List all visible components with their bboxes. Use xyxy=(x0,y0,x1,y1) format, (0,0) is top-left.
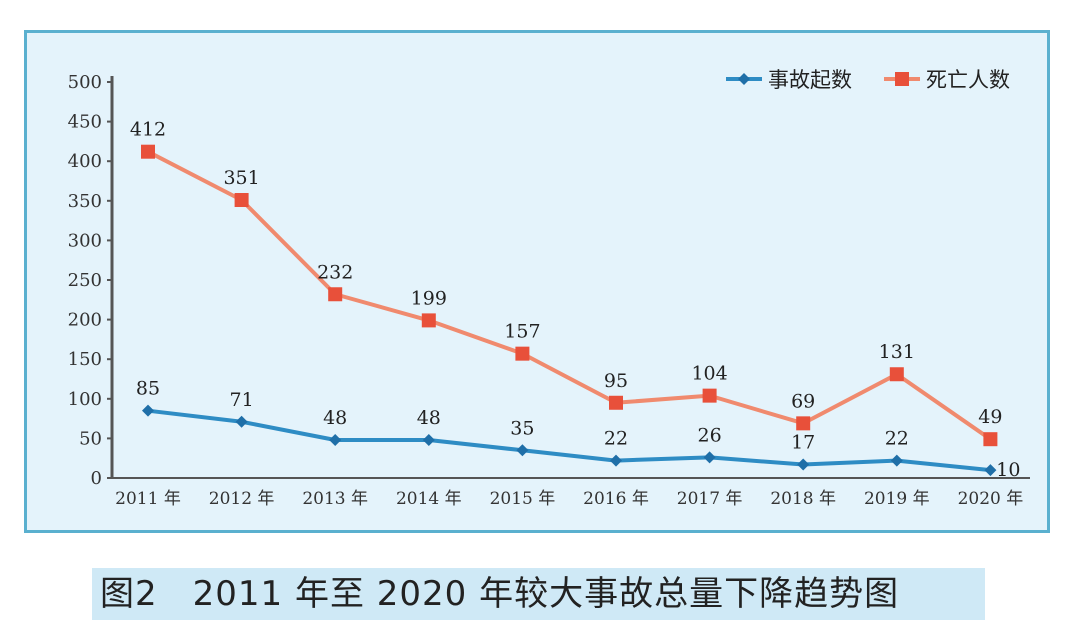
legend-square-marker xyxy=(895,72,909,86)
y-tick-label: 100 xyxy=(68,389,102,410)
data-point-square xyxy=(796,416,811,431)
legend-label: 事故起数 xyxy=(768,68,852,92)
data-label: 22 xyxy=(885,428,909,450)
legend-diamond-marker xyxy=(738,73,750,85)
data-label: 71 xyxy=(230,389,254,411)
series-line-0 xyxy=(147,408,991,473)
x-tick-label: 2011 年 xyxy=(115,489,181,509)
x-tick-label: 2016 年 xyxy=(583,489,649,509)
data-label: 35 xyxy=(510,417,534,439)
x-tick-label: 2018 年 xyxy=(770,489,836,509)
data-point-diamond xyxy=(703,451,716,464)
data-label: 85 xyxy=(136,378,160,400)
x-tick-label: 2017 年 xyxy=(677,489,743,509)
data-point-diamond xyxy=(516,444,529,457)
x-tick-label: 2020 年 xyxy=(958,489,1024,509)
y-tick-label: 50 xyxy=(79,428,102,449)
data-point-diamond xyxy=(797,458,810,471)
x-tick-label: 2015 年 xyxy=(490,489,556,509)
data-label: 22 xyxy=(604,428,628,450)
data-point-diamond xyxy=(329,433,342,446)
data-label: 17 xyxy=(791,432,815,454)
y-tick-label: 250 xyxy=(68,270,102,291)
data-label: 10 xyxy=(996,459,1020,481)
data-label: 351 xyxy=(223,167,259,189)
data-label: 49 xyxy=(978,406,1002,428)
data-point-diamond xyxy=(142,404,154,417)
y-tick-label: 0 xyxy=(91,468,102,489)
y-tick-label: 350 xyxy=(68,191,102,212)
data-label: 48 xyxy=(323,407,347,429)
data-label: 69 xyxy=(791,390,815,412)
data-point-square xyxy=(141,144,155,159)
data-point-diamond xyxy=(890,454,903,467)
data-point-square xyxy=(889,367,904,382)
data-label: 95 xyxy=(604,370,628,392)
data-point-diamond xyxy=(422,433,435,446)
y-tick-label: 400 xyxy=(68,151,102,172)
data-label: 131 xyxy=(879,341,915,363)
y-tick-label: 450 xyxy=(68,112,102,133)
line-chart: 0 50 100 150 200 250 300 350 400 450 500 2011 年 2012… xyxy=(68,68,1030,509)
data-point-square xyxy=(421,313,436,328)
y-tick-label: 200 xyxy=(68,310,102,331)
data-point-square xyxy=(234,193,249,208)
x-tick-label: 2013 年 xyxy=(302,489,368,509)
data-point-square xyxy=(609,395,623,410)
data-label: 232 xyxy=(317,261,353,283)
data-point-diamond xyxy=(235,415,248,428)
data-point-diamond xyxy=(610,454,622,467)
data-point-square xyxy=(983,432,998,447)
y-tick-label: 300 xyxy=(68,230,102,251)
y-tick-label: 150 xyxy=(68,349,102,370)
x-tick-label: 2014 年 xyxy=(396,489,462,509)
y-tick-label: 500 xyxy=(68,72,102,93)
data-point-diamond xyxy=(984,464,997,477)
data-label: 26 xyxy=(698,424,722,446)
x-tick-label: 2019 年 xyxy=(864,489,930,509)
data-point-square xyxy=(328,287,343,302)
data-point-square xyxy=(515,346,530,361)
data-point-square xyxy=(702,388,717,403)
x-tick-label: 2012 年 xyxy=(209,489,275,509)
series-line-1 xyxy=(147,149,992,441)
data-label: 48 xyxy=(417,407,441,429)
data-label: 412 xyxy=(130,119,166,141)
figure-caption: 图2 2011 年至 2020 年较大事故总量下降趋势图 xyxy=(92,568,985,620)
chart-frame xyxy=(24,30,1050,533)
legend-label: 死亡人数 xyxy=(926,68,1010,92)
data-label: 199 xyxy=(411,287,447,309)
data-label: 157 xyxy=(504,321,540,343)
data-label: 104 xyxy=(691,363,727,385)
